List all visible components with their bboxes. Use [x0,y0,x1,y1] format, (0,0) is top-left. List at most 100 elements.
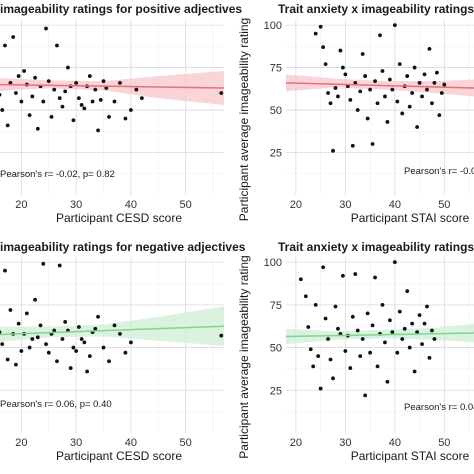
data-point [19,349,24,353]
data-point [378,33,382,38]
data-point [415,330,420,335]
data-point [313,31,318,36]
data-point [49,114,54,119]
data-point [71,345,76,350]
data-point [368,87,373,92]
data-point [96,128,100,133]
data-point [35,335,40,340]
data-point [437,113,442,118]
data-point [350,314,355,319]
x-tick-label: 40 [125,199,137,211]
data-point [405,74,410,78]
data-point [311,364,316,369]
data-point [333,86,338,90]
x-tick-label: 50 [438,437,450,449]
data-point [107,359,111,364]
data-point [395,99,400,104]
chart-panel-3: 20 30 40 50 imageability ratings for negativ… [0,240,246,463]
data-point [331,376,335,381]
data-point [104,86,109,90]
data-point [8,308,13,312]
data-point [323,62,328,67]
data-point [392,260,397,265]
data-point [85,369,89,374]
y-tick-label: 75 [270,300,282,312]
data-point [19,99,24,104]
data-point [66,65,70,70]
y-tick-label: 25 [270,385,282,397]
data-point [336,326,340,331]
data-point [27,113,32,118]
data-point [323,316,328,321]
data-point [63,89,68,94]
data-point [219,333,224,338]
data-point [383,340,387,345]
x-tick-label: 50 [438,199,450,211]
data-point [0,330,2,335]
data-point [22,69,27,73]
data-point [422,321,427,326]
data-point [405,289,410,294]
data-point [343,349,348,353]
data-point [303,294,308,299]
y-axis-label: Participant average imageability rating [237,255,251,458]
data-point [425,304,429,309]
data-point [328,357,333,362]
data-point [350,143,355,148]
data-point [355,108,360,112]
data-point [338,48,343,53]
data-point [355,328,360,333]
data-point [52,87,57,92]
data-point [326,337,330,341]
data-point [41,99,46,104]
data-point [407,104,412,109]
x-tick-label: 20 [290,437,302,449]
correlation-annotation: Pearson's r= 0.04, p= 0.62 [404,402,474,413]
data-point [27,345,32,350]
data-point [55,43,59,48]
regression-line [0,325,224,336]
data-point [422,72,427,77]
data-point [412,65,417,70]
data-point [33,297,37,302]
data-point [30,337,35,341]
x-tick-label: 50 [180,437,192,449]
data-point [63,320,68,324]
correlation-annotation: Pearson's r= -0.02, p= 0.82 [0,169,115,180]
data-point [365,116,370,121]
y-tick-label: 50 [270,343,282,355]
data-point [348,97,353,102]
data-point [340,65,345,70]
chart-panel-1: 20 30 40 50 imageability ratings for positiv… [0,2,242,225]
data-point [98,97,103,102]
data-point [44,342,48,347]
data-point [410,321,415,326]
data-point [76,96,81,101]
y-tick-label: 50 [270,105,282,117]
data-point [331,148,335,153]
x-tick-label: 40 [389,437,401,449]
data-point [298,277,303,282]
data-point [139,96,144,101]
data-point [93,326,98,331]
data-point [87,74,92,78]
data-point [14,362,18,367]
data-point [82,106,87,111]
y-tick-label: 25 [270,148,282,160]
data-point [318,24,323,29]
data-point [353,80,358,85]
data-point [71,118,76,123]
x-tick-label: 30 [70,437,82,449]
data-point [0,342,5,347]
data-point [395,350,400,355]
data-point [328,101,333,106]
data-point [427,355,432,360]
data-point [68,366,73,370]
regression-line [0,83,224,89]
regression-line [286,82,474,89]
x-tick-label: 20 [290,199,302,211]
data-point [55,359,59,364]
data-point [41,261,46,266]
data-point [107,114,111,119]
data-point [397,62,402,67]
